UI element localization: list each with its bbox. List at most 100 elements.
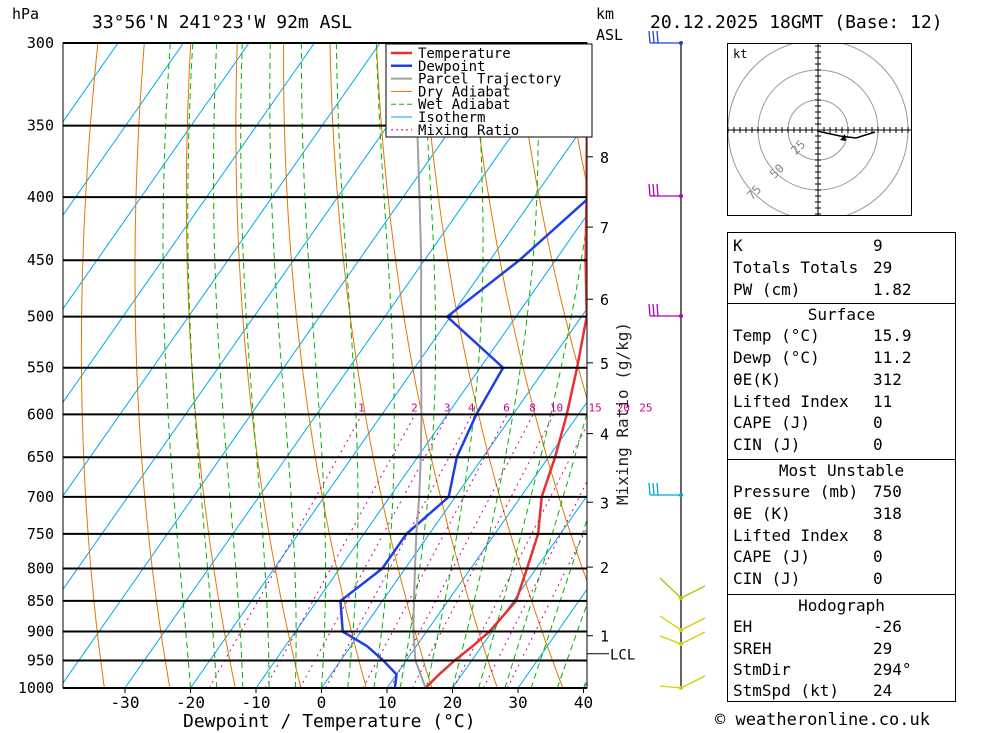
mixing-ratio-value: 15 (588, 401, 601, 414)
wet-adiabat-line (300, 43, 326, 688)
hodo-ring-50: 50 (767, 161, 787, 181)
wind-barb-shaft (659, 635, 682, 645)
x-tick-label: -20 (176, 693, 205, 712)
asl-label: ASL (596, 26, 623, 44)
wet-adiabat-line (530, 518, 587, 688)
wind-barb-shaft (659, 577, 682, 599)
wet-adiabat-line (269, 43, 297, 688)
wet-adiabat-line (452, 43, 539, 688)
pressure-tick-label: 850 (27, 592, 54, 610)
pressure-tick-label: 550 (27, 359, 54, 377)
km-label: km (596, 5, 614, 23)
mu-cape-label: CAPE (J) (733, 547, 811, 566)
hodograph-table-title: Hodograph (728, 594, 955, 617)
wind-barb-flag (652, 482, 655, 496)
wind-barb-flag (656, 482, 659, 496)
isotherm-line (63, 43, 250, 310)
wet-adiabat-line (425, 43, 484, 688)
isotherm-line (255, 214, 587, 688)
mu-thetae-value: 318 (873, 504, 902, 523)
isotherm-line (124, 43, 577, 688)
wind-barb-shaft (659, 685, 682, 689)
dry-adiabat-line (80, 43, 105, 688)
mixing-ratio-value: 6 (503, 401, 510, 414)
surface-dewp-label: Dewp (°C) (733, 348, 820, 367)
hodograph-panel: kt 25 50 75 (727, 39, 912, 221)
datetime-title: 20.12.2025 18GMT (Base: 12) (650, 12, 943, 33)
stmspd-value: 24 (873, 681, 893, 700)
surface-temp-value: 15.9 (873, 326, 912, 345)
dry-adiabat-line (185, 43, 236, 688)
hodograph-unit: kt (733, 47, 747, 61)
dry-adiabat-line (235, 43, 302, 688)
mu-cin-value: 0 (873, 569, 883, 588)
wet-adiabat-line (335, 43, 359, 688)
hpa-label: hPa (12, 5, 39, 23)
isotherm-line (63, 43, 381, 497)
pressure-tick-label: 350 (27, 117, 54, 135)
hodograph: kt 25 50 75 (727, 39, 911, 221)
stmspd-label: StmSpd (kt) (733, 681, 839, 700)
wind-barb-flag (652, 303, 655, 317)
sreh-label: SREH (733, 639, 772, 658)
surface-title: Surface (728, 303, 955, 326)
location-title: 33°56'N 241°23'W 92m ASL (92, 12, 352, 33)
surface-cape-label: CAPE (J) (733, 413, 811, 432)
x-tick-label: 20 (443, 693, 462, 712)
isotherm-line (63, 43, 184, 217)
wind-barb-flag (656, 30, 659, 44)
footer-copyright[interactable]: © weatheronline.co.uk (715, 710, 930, 730)
mu-li-value: 8 (873, 526, 883, 545)
pressure-tick-label: 750 (27, 525, 54, 543)
dewpoint-line (339, 197, 587, 688)
isotherm-line (63, 43, 119, 123)
pressure-tick-label: 400 (27, 188, 54, 206)
totals-label: Totals Totals (733, 258, 859, 277)
pressure-tick-label: 900 (27, 623, 54, 641)
pressure-tick-label: 1000 (18, 679, 54, 697)
km-tick-label: 3 (600, 494, 609, 512)
mixing-ratio-value: 10 (550, 401, 563, 414)
km-tick-label: 6 (600, 291, 609, 309)
surface-li-label: Lifted Index (733, 392, 849, 411)
mu-cape-value: 0 (873, 547, 883, 566)
stmdir-value: 294° (873, 660, 912, 679)
mixing-ratio-value: 25 (639, 401, 652, 414)
mixing-ratio-line (264, 414, 416, 688)
surface-thetae-value: 312 (873, 370, 902, 389)
wind-barb-flag (648, 183, 651, 197)
wind-barb-flag (648, 30, 651, 44)
x-tick-label: 0 (317, 693, 327, 712)
isotherm-line (190, 120, 587, 688)
pressure-tick-label: 650 (27, 448, 54, 466)
mixing-ratio-line (325, 414, 473, 688)
isotherm-line (63, 43, 315, 404)
wind-barb-flag (680, 675, 706, 689)
surface-cin-value: 0 (873, 435, 883, 454)
isotherm-line (452, 494, 587, 688)
wind-barb-flag (652, 183, 655, 197)
totals-value: 29 (873, 258, 893, 277)
mixing-ratio-value: 2 (411, 401, 418, 414)
surface-temp-label: Temp (°C) (733, 326, 820, 345)
x-tick-label: -10 (242, 693, 271, 712)
dry-adiabat-line (973, 25, 1000, 688)
mixing-ratio-value: 3 (444, 401, 451, 414)
pressure-tick-label: 600 (27, 405, 54, 423)
wind-barb-flag (648, 303, 651, 317)
mixing-ratio-axis-title: Mixing Ratio (g/kg) (613, 322, 632, 505)
mu-li-label: Lifted Index (733, 526, 849, 545)
km-tick-label: 1 (600, 628, 609, 646)
km-tick-label: 5 (600, 355, 609, 373)
isotherm-line (63, 43, 512, 684)
pressure-tick-label: 300 (27, 34, 54, 52)
surface-dewp-value: 11.2 (873, 348, 912, 367)
dry-adiabat-line (422, 43, 564, 688)
x-tick-label: 10 (377, 693, 396, 712)
k-index-value: 9 (873, 236, 883, 255)
mixing-ratio-line (299, 414, 449, 688)
wind-barb-flag (648, 482, 651, 496)
lcl-label: LCL (610, 648, 635, 664)
